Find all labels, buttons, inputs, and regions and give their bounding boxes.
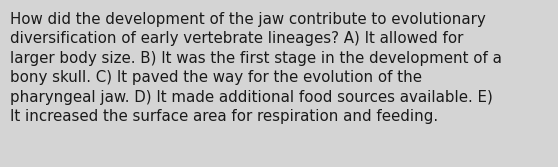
Text: How did the development of the jaw contribute to evolutionary
diversification of: How did the development of the jaw contr… — [10, 12, 502, 124]
